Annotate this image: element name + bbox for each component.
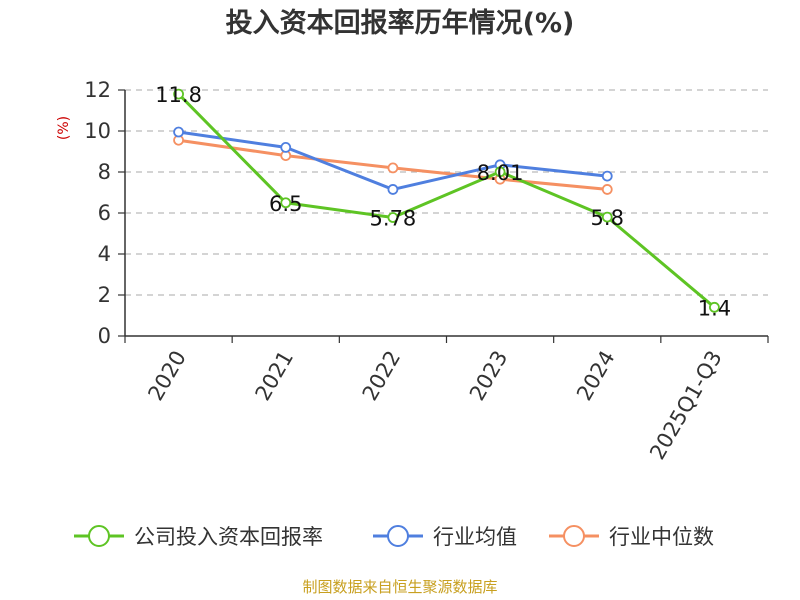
chart-title: 投入资本回报率历年情况(%) [226,7,575,39]
point-0-5 [709,301,720,313]
x-tick-label-3: 2023 [465,347,513,405]
point-0-1 [280,197,292,209]
point-2-2 [387,162,399,174]
y-tick-label-2: 2 [98,283,111,307]
data-label-1: 6.5 [269,192,302,216]
x-tick-label-2: 2022 [358,347,406,405]
legend-label-1: 行业均值 [433,525,517,549]
y-tick-label-0: 0 [98,324,111,348]
legend-item-0: 公司投入资本回报率 [74,525,323,549]
legend-marker-2 [563,525,585,547]
legend-marker-0 [88,525,110,547]
point-0-2 [387,212,399,223]
point-0-3 [494,166,506,178]
data-label-2: 5.78 [370,207,417,231]
legend-marker-1 [387,525,409,547]
point-0-4 [601,211,613,223]
legend-label-0: 公司投入资本回报率 [134,525,323,549]
legend-item-1: 行业均值 [373,525,517,549]
y-tick-label-8: 8 [98,160,111,184]
data-label-4: 5.8 [591,206,624,230]
gridlines [125,89,768,296]
x-tick-label-5: 2025Q1-Q3 [645,347,727,464]
legend: 公司投入资本回报率 行业均值 行业中位数 [74,525,714,549]
axes [118,89,769,343]
x-tick-label-4: 2024 [572,347,620,405]
data-labels: 11.8 6.5 5.78 8.01 5.8 1.4 [155,83,731,320]
y-axis-label: (%) [56,116,72,140]
series-lines [173,88,720,313]
series-2 [173,134,613,195]
point-1-0 [173,126,184,138]
series-0 [173,88,720,313]
y-tick-label-6: 6 [98,201,111,225]
x-tick-label-1: 2021 [251,347,299,405]
x-tick-label-0: 2020 [143,347,191,405]
source-note: 制图数据来自恒生聚源数据库 [302,578,497,596]
y-tick-label-10: 10 [84,119,111,143]
point-2-4 [601,184,613,195]
point-1-2 [387,184,399,195]
series-line-0 [177,93,716,309]
legend-item-2: 行业中位数 [549,525,714,549]
point-0-0 [173,88,184,100]
data-label-3: 8.01 [477,161,524,185]
y-tick-label-12: 12 [84,78,111,102]
point-1-4 [601,170,613,182]
series-1 [173,126,613,195]
legend-label-2: 行业中位数 [609,525,714,549]
point-1-1 [280,141,292,153]
y-tick-label-4: 4 [98,242,111,266]
data-label-0: 11.8 [155,83,202,107]
data-label-5: 1.4 [698,296,731,320]
